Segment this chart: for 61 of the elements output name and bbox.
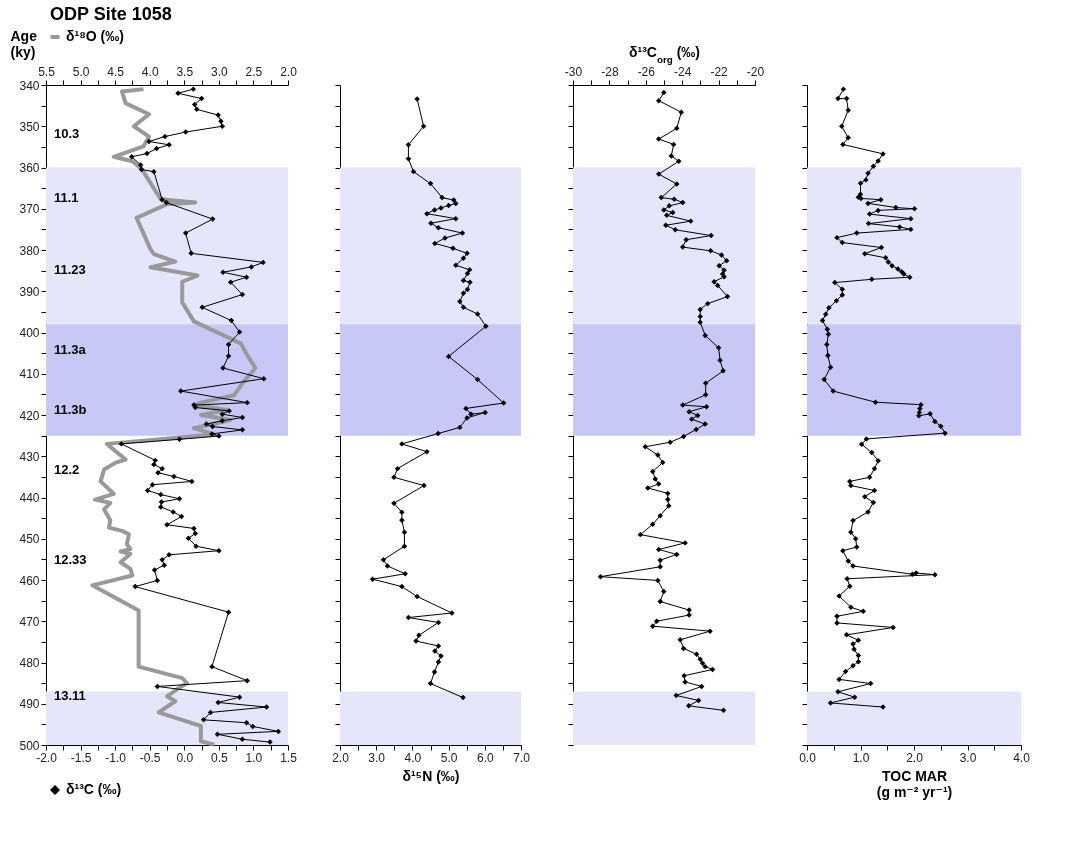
- annotation: 10.3: [54, 125, 80, 141]
- x-tick-label: 0.0: [176, 750, 194, 765]
- x-tick-label: -1.0: [105, 750, 127, 765]
- x-axis-title: TOC MAR (g m⁻² yr⁻¹): [876, 767, 953, 800]
- x-tick-label: 1.0: [852, 750, 870, 765]
- y-tick-label: 410: [19, 367, 40, 382]
- x-tick-label: 6.0: [476, 750, 494, 765]
- x2-tick-label: 4.5: [107, 64, 125, 79]
- x-tick-label: 2.0: [906, 750, 924, 765]
- y-tick-label: 470: [19, 614, 40, 629]
- annotation: 11.23: [54, 262, 86, 278]
- y-tick-label: 490: [19, 697, 40, 712]
- x-tick-label: -0.5: [139, 750, 161, 765]
- x-tick-label: 1.0: [245, 750, 263, 765]
- x-tick-label: 0.5: [211, 750, 229, 765]
- y-tick-label: 500: [19, 738, 40, 753]
- x-tick-label: -20: [746, 64, 765, 79]
- x-tick-label: -28: [601, 64, 619, 79]
- y-tick-label: 440: [19, 491, 40, 505]
- y-tick-label: 460: [19, 573, 40, 588]
- legend-label: δ¹³C (‰): [66, 781, 122, 797]
- x-tick-label: 3.0: [959, 750, 977, 765]
- x-tick-label: -2.0: [36, 750, 58, 765]
- y-tick-label: 420: [19, 408, 40, 423]
- legend-label: δ¹⁸O (‰): [66, 28, 124, 44]
- x-tick-label: 1.5: [280, 750, 298, 765]
- x-tick-label: 7.0: [513, 750, 531, 765]
- y-tick-label: 360: [19, 161, 40, 175]
- chart-title: ODP Site 1058: [50, 4, 172, 24]
- annotation: 11.1: [54, 189, 79, 205]
- y-tick-label: 390: [19, 284, 40, 299]
- annotation: 11.3b: [54, 402, 87, 418]
- x-tick-label: 4.0: [1013, 750, 1031, 765]
- y-tick-label: 380: [19, 243, 40, 258]
- y-tick-label: 430: [19, 449, 40, 464]
- x-tick-label: -24: [674, 64, 692, 79]
- y-tick-label: 450: [19, 532, 40, 547]
- x-tick-label: 3.0: [368, 750, 386, 765]
- x-tick-label: 0.0: [799, 750, 817, 765]
- annotation: 11.3a: [54, 342, 87, 358]
- y-tick-label: 340: [19, 78, 40, 93]
- x-tick-label: 5.0: [440, 750, 458, 765]
- y-tick-label: 350: [19, 119, 40, 134]
- x-tick-label: 2.0: [332, 750, 350, 765]
- x-tick-label: -22: [710, 64, 729, 79]
- y-tick-label: 480: [19, 656, 40, 670]
- y-axis-title: Age (ky): [10, 27, 38, 60]
- x-tick-label: -26: [637, 64, 656, 79]
- y-tick-label: 370: [19, 202, 40, 217]
- x-axis-title: δ¹³C$_{org}$ (‰): [629, 43, 700, 64]
- y-tick-label: 400: [19, 326, 40, 340]
- x2-tick-label: 3.5: [176, 64, 194, 79]
- x-tick-label: -1.5: [70, 750, 92, 765]
- x2-tick-label: 5.5: [38, 64, 56, 79]
- annotation: 12.33: [54, 551, 87, 567]
- x-axis-title: δ¹⁵N (‰): [402, 767, 460, 784]
- x2-tick-label: 2.5: [245, 64, 263, 79]
- annotation: 13.11: [54, 688, 86, 704]
- x-tick-label: 4.0: [404, 750, 422, 765]
- x-tick-label: -30: [564, 64, 583, 79]
- annotation: 12.2: [54, 462, 80, 478]
